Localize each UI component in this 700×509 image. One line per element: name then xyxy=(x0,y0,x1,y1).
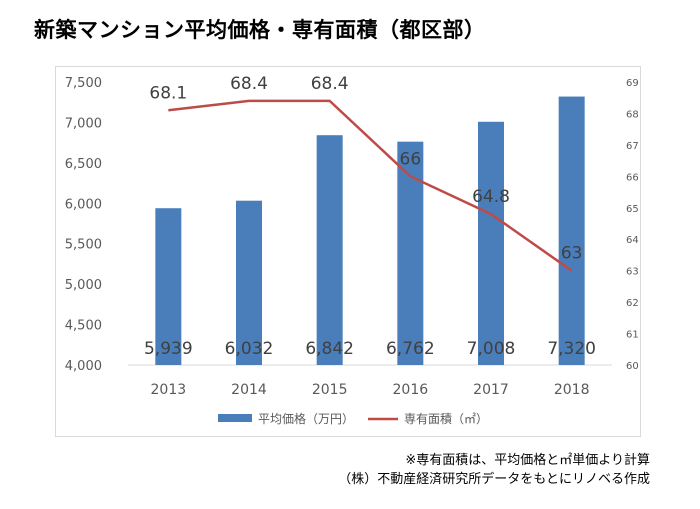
right-tick-label: 65 xyxy=(626,204,639,215)
footnote-calculation: ※専有面積は、平均価格と㎡単価より計算 xyxy=(405,453,650,468)
category-label: 2014 xyxy=(231,382,267,398)
legend-line-label: 専有面積（㎡） xyxy=(404,411,488,426)
left-tick-label: 5,500 xyxy=(65,238,102,253)
bar-value-label: 6,842 xyxy=(305,339,354,359)
right-tick-label: 62 xyxy=(626,298,639,309)
left-tick-label: 7,000 xyxy=(65,116,102,131)
right-tick-label: 69 xyxy=(626,78,639,89)
category-label: 2015 xyxy=(312,382,348,398)
right-tick-label: 63 xyxy=(626,267,639,278)
right-tick-label: 60 xyxy=(626,361,639,372)
category-labels: 2013 2014 2015 2016 2017 2018 xyxy=(151,382,590,398)
bar-value-label: 7,008 xyxy=(467,339,516,359)
line-value-label: 63 xyxy=(561,244,583,264)
footnote-source: （株）不動産経済研究所データをもとにリノベる作成 xyxy=(338,472,650,487)
line-value-label: 66 xyxy=(400,149,422,169)
bar-series xyxy=(155,96,585,366)
left-tick-label: 4,000 xyxy=(65,359,102,374)
right-axis-ticks: 60 61 62 63 64 65 66 67 68 69 xyxy=(626,78,639,372)
bar-value-label: 7,320 xyxy=(547,339,596,359)
line-value-label: 64.8 xyxy=(472,187,510,207)
page-title: 新築マンション平均価格・専有面積（都区部） xyxy=(34,18,486,42)
right-tick-label: 66 xyxy=(626,172,639,183)
bar-2017 xyxy=(478,121,504,366)
bar-value-label: 5,939 xyxy=(144,339,193,359)
left-tick-label: 5,000 xyxy=(65,278,102,293)
bar-2018 xyxy=(558,96,585,365)
line-value-label: 68.1 xyxy=(149,83,187,103)
left-tick-label: 4,500 xyxy=(65,319,102,334)
line-data-labels: 68.1 68.4 68.4 66 64.8 63 xyxy=(149,74,582,264)
legend: 平均価格（万円） 専有面積（㎡） xyxy=(218,411,488,426)
bar-value-label: 6,762 xyxy=(386,339,435,359)
bar-2016 xyxy=(397,141,424,365)
bar-2013 xyxy=(155,208,182,365)
bar-2015 xyxy=(316,135,343,365)
line-value-label: 68.4 xyxy=(230,74,268,94)
left-axis-ticks: 4,000 4,500 5,000 5,500 6,000 6,500 7,000 7,500 xyxy=(65,76,102,374)
right-tick-label: 61 xyxy=(626,330,639,341)
bar-2014 xyxy=(236,200,262,365)
category-label: 2013 xyxy=(151,382,187,398)
bar-value-label: 6,032 xyxy=(225,339,274,359)
right-tick-label: 68 xyxy=(626,109,639,120)
left-tick-label: 6,000 xyxy=(65,197,102,212)
bar-data-labels: 5,939 6,032 6,842 6,762 7,008 7,320 xyxy=(144,339,596,359)
legend-bar-swatch xyxy=(218,414,252,422)
left-tick-label: 7,500 xyxy=(65,76,102,91)
category-label: 2018 xyxy=(554,382,590,398)
line-series xyxy=(168,99,573,272)
category-label: 2017 xyxy=(473,382,509,398)
legend-bar-label: 平均価格（万円） xyxy=(258,411,354,426)
right-tick-label: 67 xyxy=(626,141,639,152)
line-value-label: 68.4 xyxy=(311,74,349,94)
right-tick-label: 64 xyxy=(626,235,639,246)
left-tick-label: 6,500 xyxy=(65,157,102,172)
category-label: 2016 xyxy=(393,382,429,398)
